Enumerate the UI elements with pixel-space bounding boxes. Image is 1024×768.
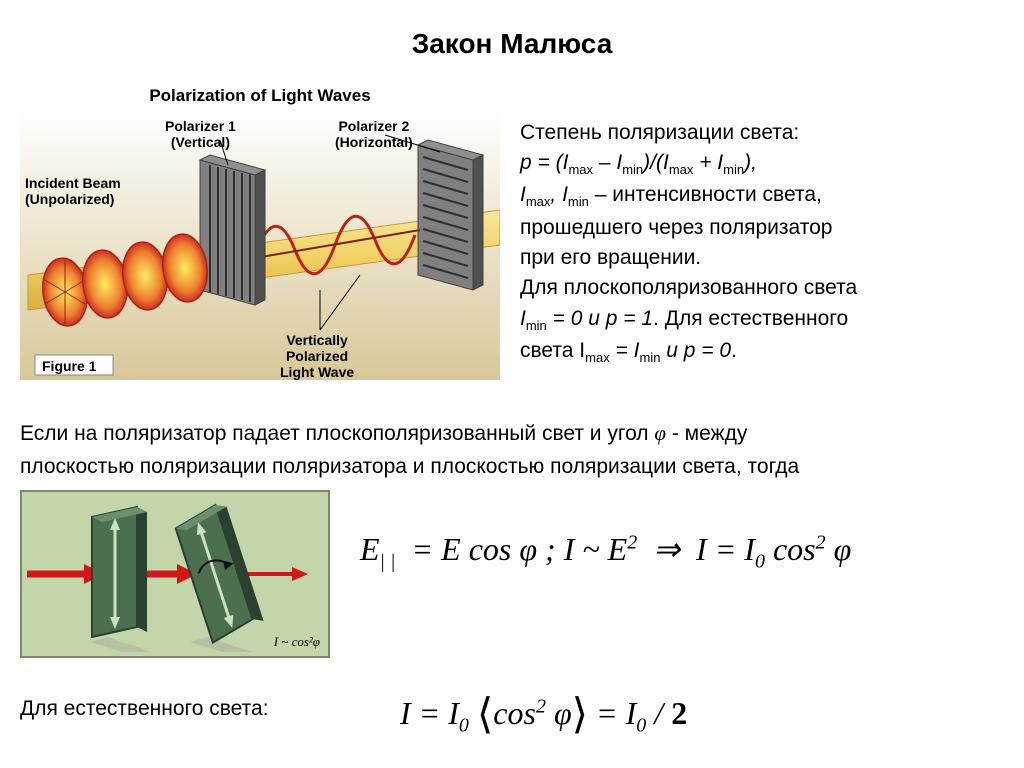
figure1-label: Figure 1 [42,358,96,374]
incident-label: Incident Beam(Unpolarized) [25,175,121,207]
mid-text-block: Если на поляризатор падает плоскополяриз… [20,417,990,483]
diagram1-title: Polarization of Light Waves [20,86,500,106]
polarizer2-label: Polarizer 2(Horizontal) [335,118,413,150]
malus-formula: E| | = E cos φ ; I ~ E2 ⇒ I = I0 cos2 φ [360,530,851,573]
natural-light-formula: I = I0 ⟨cos2 φ⟩ = I0 / 2 [400,685,687,737]
right-text-block: Степень поляризации света: p = (Imax – I… [520,118,1000,368]
page-title: Закон Малюса [0,28,1024,60]
polarizer1-label: Polarizer 1(Vertical) [165,118,236,150]
diagram1-svg [20,80,500,400]
diagram2-formula-label: I ~ cos²φ [274,634,320,650]
polarization-diagram: Polarization of Light Waves [20,80,500,400]
polarizer-plates-diagram: I ~ cos²φ [20,490,330,658]
vertical-wave-label: Vertically Polarized Light Wave [280,332,354,380]
diagram2-svg [22,492,328,656]
natural-light-label: Для естественного света: [20,697,269,721]
